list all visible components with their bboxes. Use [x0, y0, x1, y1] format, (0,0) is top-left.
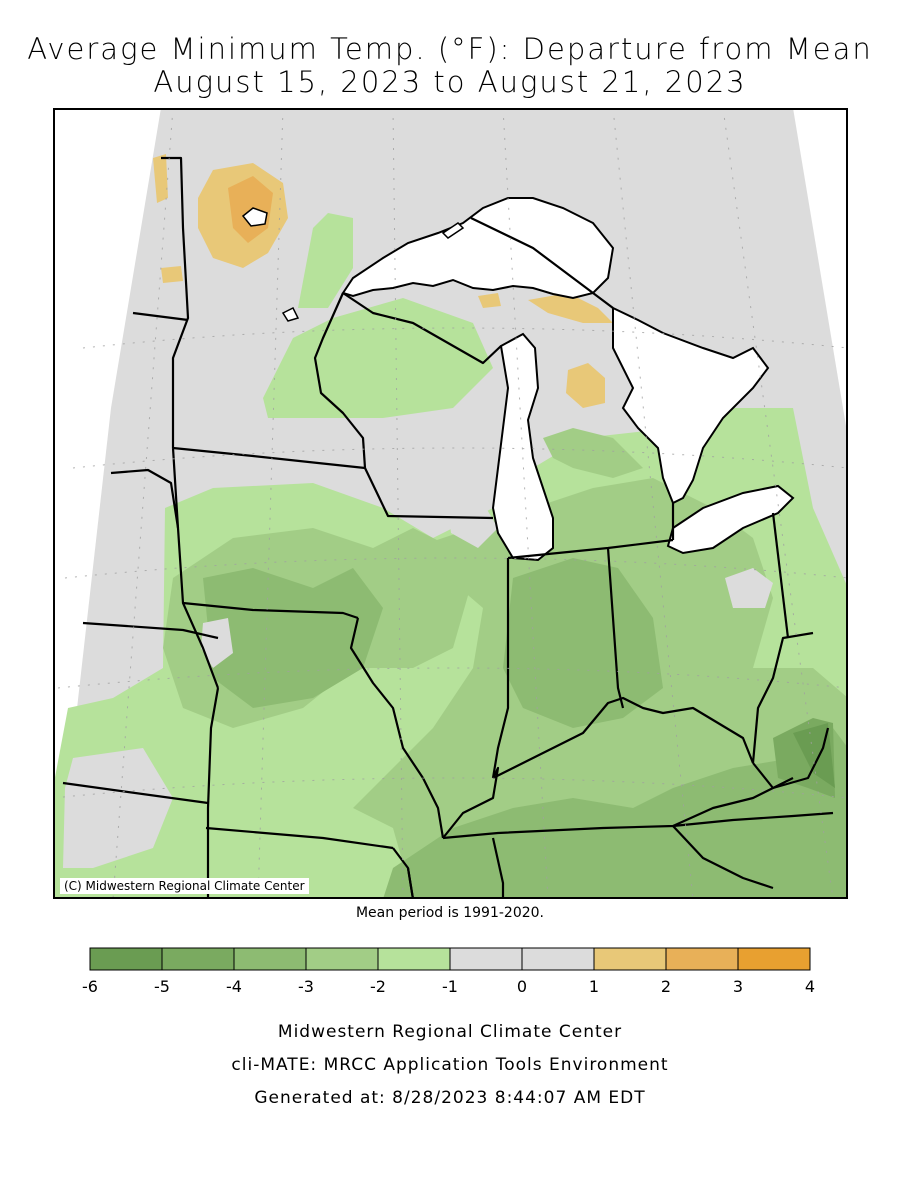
neutral-pocket-4: [448, 503, 498, 548]
border-ia-west: [171, 447, 220, 689]
border-wi-il: [364, 467, 494, 520]
border-mn-ia: [172, 446, 366, 470]
neutral-pocket-1: [63, 748, 173, 868]
lake-winnipeg-stub: [241, 207, 268, 227]
anomaly-zone-8: [383, 728, 848, 899]
anomaly-zone-6: [543, 428, 643, 478]
border-wi-mi-up: [342, 292, 502, 365]
legend-bin: [521, 947, 595, 971]
border-oh-ky-river: [492, 696, 755, 779]
border-il-mo-river: [349, 617, 445, 839]
footer-tool-name: cli-MATE: MRCC Application Tools Environ…: [231, 1055, 669, 1075]
legend-bin: [449, 947, 523, 971]
border-ms-river: [392, 847, 415, 899]
border-ks-mo: [206, 687, 220, 899]
neutral-pocket-3: [201, 618, 233, 668]
legend-bin: [737, 947, 811, 971]
border-nd-sd: [132, 311, 189, 322]
legend-bin: [593, 947, 667, 971]
border-tn-ms: [491, 837, 505, 899]
legend-tick-label: -3: [298, 977, 314, 996]
border-mi-in-oh: [507, 538, 674, 560]
anomaly-zone-7: [503, 558, 663, 728]
legend-tick-label: -5: [154, 977, 170, 996]
departure-map: [53, 108, 848, 899]
mean-period-note: Mean period is 1991-2020.: [355, 905, 545, 921]
legend-bin: [161, 947, 235, 971]
border-oh-pa: [771, 512, 790, 639]
footer-center-name: Midwestern Regional Climate Center: [277, 1022, 623, 1042]
neutral-pocket-2: [725, 568, 773, 608]
legend-tick-label: 4: [805, 977, 815, 996]
border-va-tn: [672, 825, 774, 890]
border-mo-ar: [205, 826, 394, 850]
isle-royale: [441, 222, 465, 239]
legend-bin: [233, 947, 307, 971]
legend-bin: [305, 947, 379, 971]
projection-mask-right: [733, 108, 848, 438]
lake-red: [281, 306, 300, 322]
border-nd-mn: [161, 156, 190, 448]
anomaly-zone-3: [298, 213, 353, 308]
lake-michigan: [491, 332, 554, 562]
border-sd-ne: [110, 468, 180, 529]
footer-generated-time: Generated at: 8/28/2023 8:44:07 AM EDT: [254, 1088, 646, 1108]
projection-mask-left: [53, 108, 161, 788]
legend-tick-label: -4: [226, 977, 242, 996]
warm-spot-7: [478, 293, 501, 308]
map-title: Average Minimum Temp. (°F): Departure fr…: [27, 32, 873, 66]
graticule: [53, 108, 848, 899]
legend-tick-label: 2: [661, 977, 671, 996]
border-oh-wv: [751, 631, 814, 764]
legend-bin: [89, 947, 163, 971]
border-il-in: [491, 558, 510, 779]
lake-huron: [612, 306, 770, 505]
warm-spot-4: [161, 266, 183, 283]
map-date-range: August 15, 2023 to August 21, 2023: [153, 65, 747, 99]
map-frame: [53, 108, 848, 899]
lake-erie: [666, 484, 795, 555]
legend-tick-label: 0: [517, 977, 527, 996]
border-ia-mo: [182, 601, 359, 620]
border-in-oh: [606, 547, 625, 709]
legend-tick-label: -1: [442, 977, 458, 996]
border-mi-up: [470, 217, 614, 309]
color-legend: -6 -5 -4 -3 -2 -1 0 1 2 3 4: [82, 947, 815, 996]
warm-spot-6: [566, 363, 605, 408]
border-wv-va: [752, 727, 830, 790]
legend-tick-label: 1: [589, 977, 599, 996]
warm-spot-3: [153, 154, 168, 203]
legend-tick-label: -2: [370, 977, 386, 996]
legend-bin: [665, 947, 739, 971]
legend-tick-label: -6: [82, 977, 98, 996]
legend-tick-label: 3: [733, 977, 743, 996]
border-il-ky: [442, 766, 500, 839]
legend-bin: [377, 947, 451, 971]
border-ne-ks: [82, 621, 219, 640]
border-va-tn-ky: [672, 777, 794, 828]
map-credit: (C) Midwestern Regional Climate Center: [60, 878, 309, 894]
border-ks-ok: [62, 781, 209, 805]
state-borders: [62, 156, 834, 899]
warm-spot-5: [528, 293, 613, 323]
border-mn-wi: [313, 292, 367, 469]
